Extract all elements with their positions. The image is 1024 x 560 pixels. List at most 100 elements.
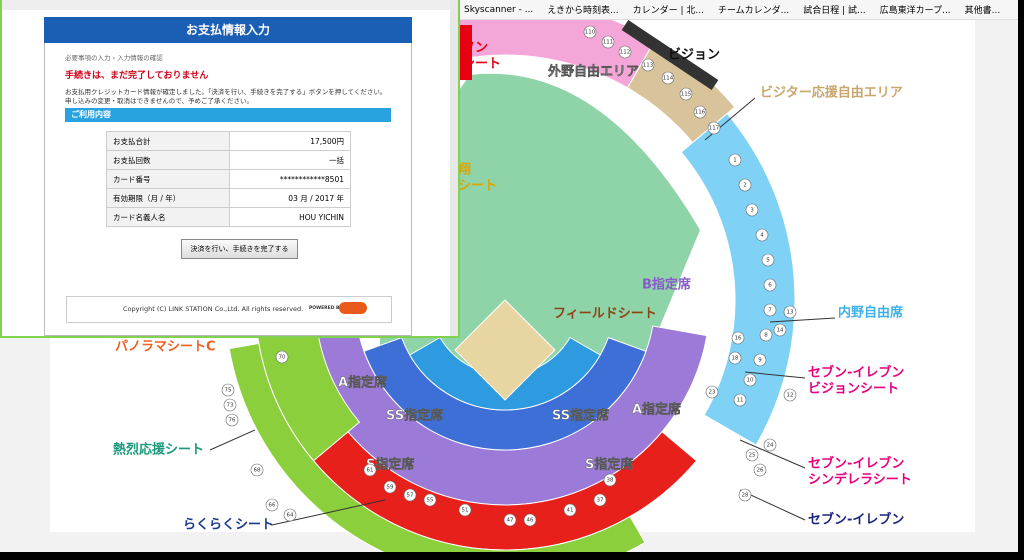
bookmark[interactable]: カレンダー | 北... <box>632 6 704 16</box>
submit-button[interactable]: 決済を行い、手続きを完了する <box>181 239 298 259</box>
map-label: SS指定席 <box>552 408 609 424</box>
section-marker <box>728 153 742 167</box>
infield <box>454 299 556 401</box>
section-number: 12 <box>787 393 794 399</box>
section-marker <box>221 383 235 397</box>
section-marker <box>661 71 675 85</box>
map-label: セブン-イレブン <box>808 365 904 381</box>
row-value: 一括 <box>229 150 351 170</box>
section-number: 5 <box>766 258 770 264</box>
section-marker <box>275 350 289 364</box>
section-marker <box>593 493 607 507</box>
section-marker <box>503 513 517 527</box>
section-number: 46 <box>527 518 534 524</box>
section-number: 111 <box>603 40 614 46</box>
section-number: 26 <box>757 468 764 474</box>
section-number: 10 <box>747 378 754 384</box>
section-number: 11 <box>737 398 744 404</box>
bookmark-bar: Skyscanner - ... えきから時刻表... カレンダー | 北... チー… <box>458 0 1018 20</box>
map-label: ビジョンシート <box>808 381 899 397</box>
bookmark[interactable]: Skyscanner - ... <box>464 4 534 15</box>
map-label: らくらくシート <box>183 518 274 533</box>
powered-by: POWERED BY <box>309 306 343 311</box>
map-label: パノラマシートC <box>115 340 216 355</box>
section-number: 64 <box>287 513 294 519</box>
section-marker <box>783 305 797 319</box>
bookmark[interactable]: えきから時刻表... <box>547 6 619 16</box>
section-marker <box>363 463 377 477</box>
map-label: 翔 <box>457 162 471 178</box>
section-number: 113 <box>643 63 654 69</box>
section-marker <box>223 398 237 412</box>
popup-title: お支払情報入力 <box>44 17 412 43</box>
row-value: 03 月 / 2017 年 <box>229 188 351 208</box>
leader-line <box>769 317 836 323</box>
map-label: セブン-イレブン <box>808 512 904 528</box>
message-line: 申し込みの変更・取消はできませんので、予めご了承ください。 <box>65 97 254 105</box>
section-marker <box>383 480 397 494</box>
map-label: ソン <box>462 41 488 56</box>
bookmark[interactable]: 広島東洋カープ... <box>879 6 951 16</box>
payment-popup: お支払情報入力 必要事項の入力 › 入力情報の確認 手続きは、まだ完了しておりま… <box>0 0 460 338</box>
section-marker <box>563 503 577 517</box>
section-number: 47 <box>507 518 514 524</box>
leader-line <box>209 429 256 451</box>
section-marker <box>693 105 707 119</box>
section-marker <box>458 503 472 517</box>
table-row: カード名義人名 HOU YICHIN <box>106 207 351 227</box>
vision-board <box>621 20 719 90</box>
row-label: カード番号 <box>106 169 230 189</box>
table-row: 有効期限（月 / 年） 03 月 / 2017 年 <box>106 188 351 208</box>
popup-body: 必要事項の入力 › 入力情報の確認 手続きは、まだ完了しておりません お支払用ク… <box>44 43 412 336</box>
section-number: 75 <box>225 388 232 394</box>
bookmark[interactable]: 試合日程 | 試... <box>803 6 866 16</box>
map-label: S指定席 <box>585 457 633 473</box>
section-number: 61 <box>367 468 374 474</box>
section-number: 9 <box>758 358 762 364</box>
section-marker <box>773 323 787 337</box>
section-marker <box>705 385 719 399</box>
scrollbar[interactable] <box>450 0 458 336</box>
section-marker <box>753 353 767 367</box>
map-label: シート <box>462 57 501 72</box>
section-marker <box>763 303 777 317</box>
section-marker <box>743 373 757 387</box>
map-label: セブン-イレブン <box>808 456 904 472</box>
section-number: 76 <box>229 418 236 424</box>
section-number: 41 <box>567 508 574 514</box>
section-number: 66 <box>269 503 276 509</box>
section-number: 8 <box>764 333 768 339</box>
section-marker <box>583 25 597 39</box>
section-number: 57 <box>407 493 414 499</box>
map-label: 外野自由エリア <box>547 64 639 80</box>
section-marker <box>728 351 742 365</box>
section-number: 2 <box>743 183 747 189</box>
section-number: 6 <box>768 283 772 289</box>
stadium-map: ソンシート外野自由エリアビジョンビジター応援自由エリア翔シートB指定席フィールド… <box>50 0 975 552</box>
section-number: 70 <box>279 355 286 361</box>
row-label: お支払合計 <box>106 131 230 151</box>
error-message: 手続きは、まだ完了しておりません <box>65 71 209 81</box>
section-marker <box>761 253 775 267</box>
section-marker <box>603 473 617 487</box>
section-marker <box>755 228 769 242</box>
bookmark[interactable]: チームカレンダ... <box>717 6 790 16</box>
section-number: 73 <box>227 403 234 409</box>
map-label: A指定席 <box>632 402 681 418</box>
section-number: 51 <box>462 508 469 514</box>
map-label: シンデレラシート <box>808 472 912 488</box>
breadcrumb: 必要事項の入力 › 入力情報の確認 <box>65 54 163 62</box>
section-marker <box>745 203 759 217</box>
outer-seats <box>228 342 646 552</box>
row-label: 有効期限（月 / 年） <box>106 188 230 208</box>
section-marker <box>763 438 777 452</box>
section-marker <box>731 331 745 345</box>
map-label: ビジター応援自由エリア <box>760 85 903 101</box>
section-number: 110 <box>585 30 596 36</box>
section-marker <box>763 278 777 292</box>
bookmark[interactable]: 其他書... <box>964 6 1001 16</box>
section-number: 38 <box>607 478 614 484</box>
section-marker <box>707 121 721 135</box>
section-number: 7 <box>768 308 772 314</box>
